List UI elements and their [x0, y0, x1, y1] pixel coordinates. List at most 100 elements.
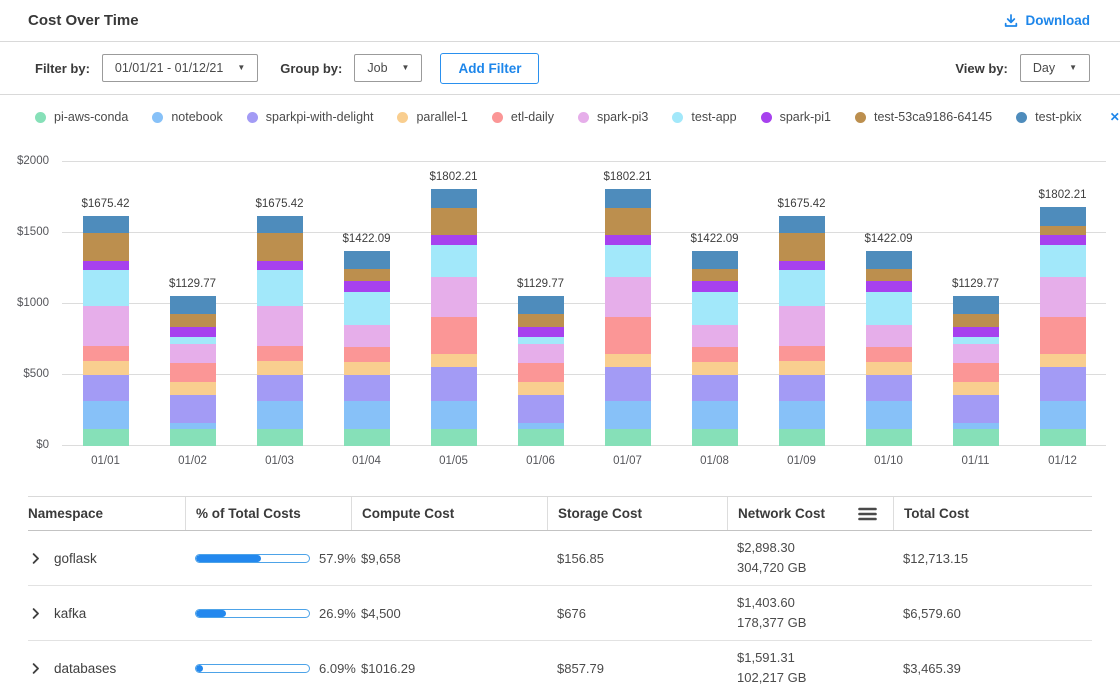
- bar-segment-test-app[interactable]: [517, 337, 564, 345]
- bar-segment-spark-pi1[interactable]: [256, 260, 303, 271]
- bar-segment-test-pkix[interactable]: [604, 189, 651, 208]
- legend-item-sparkpi-with-delight[interactable]: sparkpi-with-delight: [246, 110, 373, 124]
- bar-segment-test-53ca9186-64145[interactable]: [256, 233, 303, 261]
- bar-segment-sparkpi-with-delight[interactable]: [604, 366, 651, 401]
- view-by-dropdown[interactable]: Day ▼: [1019, 54, 1090, 82]
- bar-segment-pi-aws-conda[interactable]: [343, 428, 390, 446]
- bar-segment-test-pkix[interactable]: [256, 215, 303, 234]
- bar-segment-test-app[interactable]: [604, 245, 651, 277]
- bar-segment-test-app[interactable]: [778, 270, 825, 307]
- bar-segment-pi-aws-conda[interactable]: [517, 428, 564, 446]
- bar-segment-notebook[interactable]: [691, 400, 738, 429]
- bar-segment-etl-daily[interactable]: [517, 362, 564, 382]
- bar-segment-parallel-1[interactable]: [430, 353, 477, 367]
- bar-segment-test-pkix[interactable]: [865, 251, 912, 269]
- bar-segment-parallel-1[interactable]: [82, 361, 129, 375]
- bar-segment-sparkpi-with-delight[interactable]: [517, 395, 564, 423]
- legend-item-pi-aws-conda[interactable]: pi-aws-conda: [35, 110, 128, 124]
- bar-segment-notebook[interactable]: [865, 400, 912, 429]
- bar-segment-notebook[interactable]: [430, 400, 477, 429]
- bar-segment-sparkpi-with-delight[interactable]: [169, 395, 216, 423]
- bar-segment-spark-pi1[interactable]: [604, 235, 651, 246]
- bar-segment-spark-pi1[interactable]: [1039, 235, 1086, 246]
- bar-segment-spark-pi1[interactable]: [343, 281, 390, 292]
- bar-segment-spark-pi3[interactable]: [865, 325, 912, 347]
- bar-segment-pi-aws-conda[interactable]: [256, 428, 303, 446]
- bar-segment-spark-pi3[interactable]: [691, 325, 738, 347]
- bar-segment-test-pkix[interactable]: [517, 296, 564, 315]
- bar-segment-etl-daily[interactable]: [82, 345, 129, 362]
- bar-segment-spark-pi1[interactable]: [865, 281, 912, 292]
- bar-segment-pi-aws-conda[interactable]: [1039, 428, 1086, 446]
- bar-segment-pi-aws-conda[interactable]: [778, 428, 825, 446]
- bar-segment-test-53ca9186-64145[interactable]: [1039, 225, 1086, 236]
- bar-segment-parallel-1[interactable]: [952, 381, 999, 396]
- bar-segment-sparkpi-with-delight[interactable]: [691, 374, 738, 401]
- bar-segment-test-pkix[interactable]: [82, 215, 129, 234]
- bar-segment-pi-aws-conda[interactable]: [952, 428, 999, 446]
- bar-segment-pi-aws-conda[interactable]: [169, 428, 216, 446]
- bar-segment-etl-daily[interactable]: [256, 345, 303, 362]
- bar-segment-notebook[interactable]: [778, 400, 825, 429]
- expand-chevron-icon[interactable]: [28, 606, 43, 621]
- bar-segment-test-53ca9186-64145[interactable]: [865, 268, 912, 282]
- bar-segment-spark-pi3[interactable]: [778, 306, 825, 346]
- bar-segment-test-53ca9186-64145[interactable]: [604, 207, 651, 236]
- bar-segment-notebook[interactable]: [169, 422, 216, 429]
- group-by-dropdown[interactable]: Job ▼: [354, 54, 423, 82]
- bar-segment-spark-pi1[interactable]: [778, 260, 825, 271]
- bar-segment-parallel-1[interactable]: [343, 361, 390, 375]
- bar-segment-etl-daily[interactable]: [169, 362, 216, 382]
- bar-segment-parallel-1[interactable]: [865, 361, 912, 375]
- bar-segment-spark-pi3[interactable]: [256, 306, 303, 346]
- bar-segment-notebook[interactable]: [952, 422, 999, 429]
- bar-segment-notebook[interactable]: [604, 400, 651, 429]
- bar-segment-spark-pi1[interactable]: [691, 281, 738, 292]
- bar-segment-etl-daily[interactable]: [343, 346, 390, 362]
- bar-segment-spark-pi1[interactable]: [952, 327, 999, 338]
- bar-segment-spark-pi3[interactable]: [517, 344, 564, 363]
- download-button[interactable]: Download: [1003, 13, 1090, 29]
- bar-segment-parallel-1[interactable]: [691, 361, 738, 375]
- bar-segment-test-pkix[interactable]: [343, 251, 390, 269]
- bar-segment-spark-pi3[interactable]: [343, 325, 390, 347]
- bar-segment-test-app[interactable]: [691, 291, 738, 326]
- bar-segment-spark-pi1[interactable]: [82, 260, 129, 271]
- bar-segment-spark-pi3[interactable]: [169, 344, 216, 363]
- bar-segment-test-53ca9186-64145[interactable]: [430, 207, 477, 236]
- bar-segment-test-app[interactable]: [952, 337, 999, 345]
- bar-segment-pi-aws-conda[interactable]: [430, 428, 477, 446]
- column-menu-icon[interactable]: [858, 507, 877, 521]
- bar-segment-test-app[interactable]: [169, 337, 216, 345]
- bar-segment-test-pkix[interactable]: [691, 251, 738, 269]
- bar-segment-parallel-1[interactable]: [169, 381, 216, 396]
- bar-segment-parallel-1[interactable]: [256, 361, 303, 375]
- bar-segment-test-pkix[interactable]: [1039, 207, 1086, 226]
- bar-segment-notebook[interactable]: [256, 400, 303, 429]
- bar-segment-test-53ca9186-64145[interactable]: [82, 233, 129, 261]
- add-filter-button[interactable]: Add Filter: [440, 52, 540, 84]
- bar-segment-notebook[interactable]: [82, 400, 129, 429]
- bar-segment-test-53ca9186-64145[interactable]: [778, 233, 825, 261]
- bar-segment-spark-pi1[interactable]: [430, 235, 477, 246]
- bar-segment-test-app[interactable]: [430, 245, 477, 277]
- bar-segment-spark-pi3[interactable]: [952, 344, 999, 363]
- bar-segment-etl-daily[interactable]: [952, 362, 999, 382]
- bar-segment-sparkpi-with-delight[interactable]: [256, 374, 303, 401]
- bar-segment-etl-daily[interactable]: [691, 346, 738, 362]
- bar-segment-test-pkix[interactable]: [952, 296, 999, 315]
- bar-segment-etl-daily[interactable]: [865, 346, 912, 362]
- bar-segment-test-53ca9186-64145[interactable]: [952, 314, 999, 328]
- bar-segment-notebook[interactable]: [517, 422, 564, 429]
- bar-segment-sparkpi-with-delight[interactable]: [865, 374, 912, 401]
- legend-item-spark-pi1[interactable]: spark-pi1: [760, 110, 831, 124]
- bar-segment-test-53ca9186-64145[interactable]: [343, 268, 390, 282]
- bar-segment-spark-pi3[interactable]: [82, 306, 129, 346]
- bar-segment-parallel-1[interactable]: [604, 353, 651, 367]
- deselect-all-button[interactable]: ✕Deselect All: [1110, 110, 1120, 124]
- bar-segment-etl-daily[interactable]: [430, 317, 477, 354]
- bar-segment-etl-daily[interactable]: [1039, 317, 1086, 354]
- bar-segment-pi-aws-conda[interactable]: [604, 428, 651, 446]
- bar-segment-notebook[interactable]: [1039, 400, 1086, 429]
- bar-segment-notebook[interactable]: [343, 400, 390, 429]
